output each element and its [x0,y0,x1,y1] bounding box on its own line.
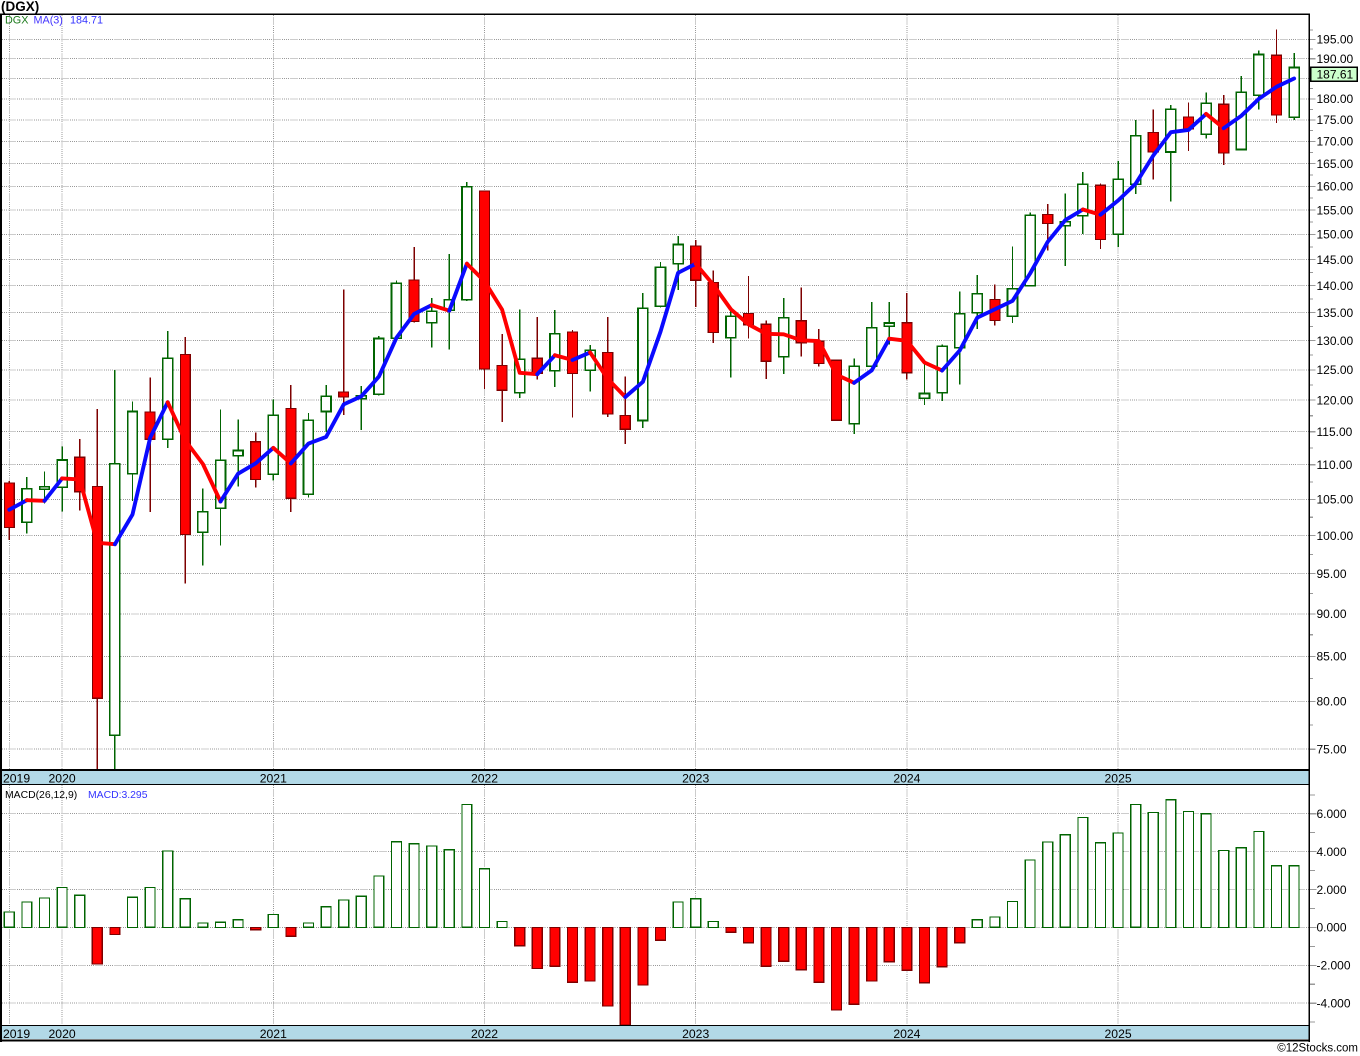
svg-text:184.71: 184.71 [70,15,103,27]
svg-text:180.00: 180.00 [1317,92,1354,106]
svg-text:2024: 2024 [893,1027,920,1041]
svg-text:©12Stocks.com: ©12Stocks.com [1277,1043,1358,1055]
svg-text:2024: 2024 [893,771,920,785]
svg-text:2019: 2019 [3,771,30,785]
svg-text:187.61: 187.61 [1317,67,1354,81]
svg-text:-4.000: -4.000 [1317,997,1351,1011]
svg-text:135.00: 135.00 [1317,306,1354,320]
svg-text:(DGX): (DGX) [1,0,39,14]
svg-text:105.00: 105.00 [1317,493,1354,507]
svg-text:95.00: 95.00 [1317,567,1347,581]
svg-text:80.00: 80.00 [1317,695,1347,709]
svg-text:-2.000: -2.000 [1317,959,1351,973]
svg-text:165.00: 165.00 [1317,157,1354,171]
svg-text:100.00: 100.00 [1317,529,1354,543]
svg-text:140.00: 140.00 [1317,279,1354,293]
svg-text:145.00: 145.00 [1317,253,1354,267]
svg-text:120.00: 120.00 [1317,393,1354,407]
svg-text:MACD:3.295: MACD:3.295 [88,790,148,801]
svg-text:2021: 2021 [260,771,287,785]
svg-text:2.000: 2.000 [1317,883,1347,897]
svg-text:125.00: 125.00 [1317,363,1354,377]
svg-text:MACD(26,12,9): MACD(26,12,9) [5,790,77,801]
svg-text:130.00: 130.00 [1317,334,1354,348]
svg-text:170.00: 170.00 [1317,135,1354,149]
svg-text:115.00: 115.00 [1317,425,1353,439]
svg-text:2021: 2021 [260,1027,287,1041]
svg-text:175.00: 175.00 [1317,113,1354,127]
svg-text:MA(3): MA(3) [34,15,63,27]
svg-text:90.00: 90.00 [1317,607,1347,621]
svg-text:2022: 2022 [471,1027,498,1041]
svg-text:6.000: 6.000 [1317,807,1347,821]
svg-text:2023: 2023 [682,1027,709,1041]
svg-text:2020: 2020 [49,1027,76,1041]
svg-text:155.00: 155.00 [1317,203,1354,217]
svg-text:0.000: 0.000 [1317,921,1347,935]
svg-text:85.00: 85.00 [1317,650,1347,664]
svg-text:195.00: 195.00 [1317,33,1354,47]
svg-text:2025: 2025 [1105,1027,1132,1041]
svg-text:4.000: 4.000 [1317,845,1347,859]
svg-text:2023: 2023 [682,771,709,785]
svg-text:2019: 2019 [3,1027,30,1041]
svg-text:190.00: 190.00 [1317,52,1354,66]
svg-text:110.00: 110.00 [1317,458,1353,472]
svg-text:2020: 2020 [49,771,76,785]
svg-text:2025: 2025 [1105,771,1132,785]
svg-text:150.00: 150.00 [1317,228,1354,242]
svg-text:DGX: DGX [5,15,28,27]
svg-text:160.00: 160.00 [1317,180,1354,194]
svg-text:75.00: 75.00 [1317,743,1347,757]
svg-text:2022: 2022 [471,771,498,785]
